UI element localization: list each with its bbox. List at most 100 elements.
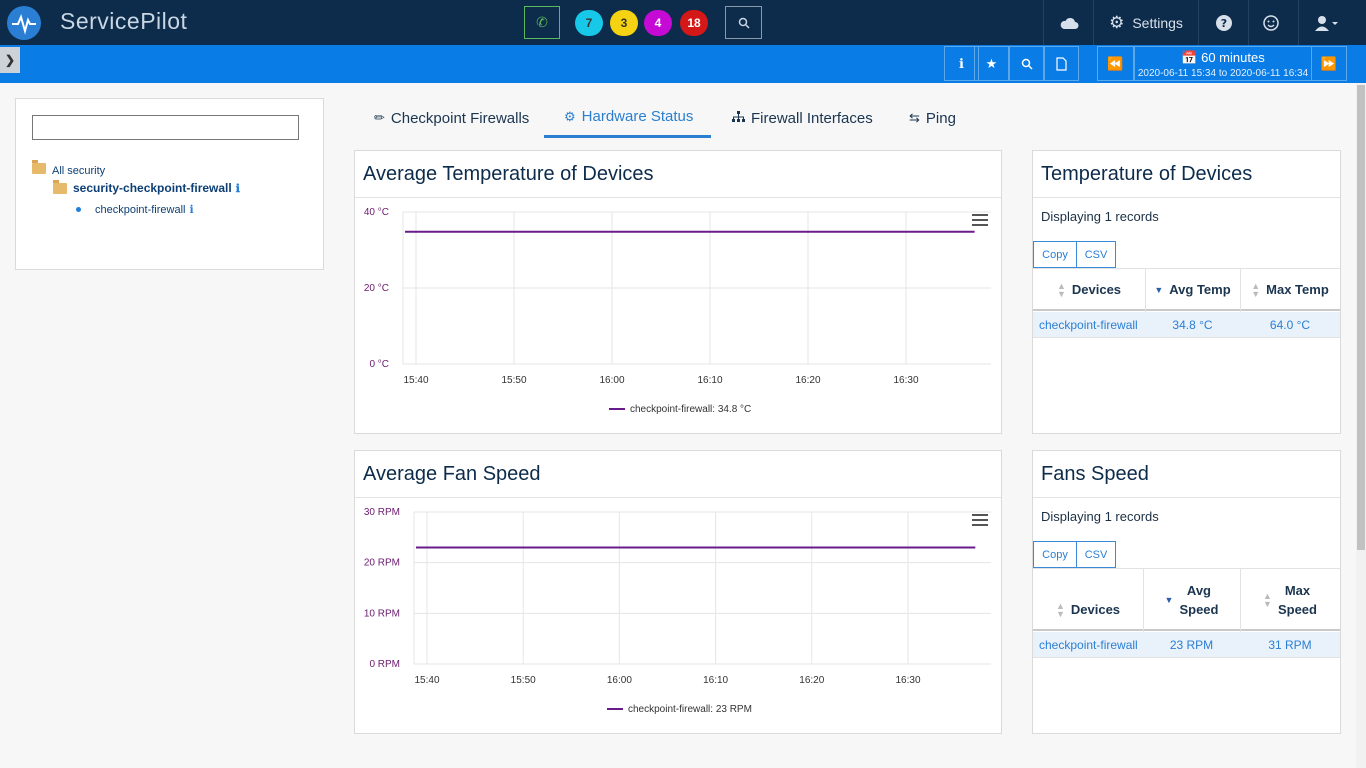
x-tick-label: 15:50 (511, 675, 536, 686)
time-forward-icon[interactable]: ⏩ (1311, 46, 1347, 81)
cell-device[interactable]: checkpoint-firewall (1039, 318, 1138, 332)
zoom-search-icon[interactable] (1009, 46, 1044, 81)
alert-badge-red[interactable]: 18 (680, 10, 708, 36)
y-tick-label: 10 RPM (364, 608, 400, 619)
table-header (1033, 568, 1340, 631)
time-back-icon[interactable]: ⏪ (1097, 46, 1134, 81)
divider (355, 197, 1001, 198)
tab-checkpoint-firewalls[interactable]: ✏ Checkpoint Firewalls (374, 98, 529, 138)
panel-title: Fans Speed (1041, 463, 1149, 485)
scrollbar-track[interactable] (1356, 83, 1366, 768)
records-count: Displaying 1 records (1041, 209, 1159, 224)
x-tick-label: 15:40 (414, 675, 439, 686)
col-divider (1143, 568, 1144, 658)
sort-icon: ▲ ▼ (1056, 280, 1066, 299)
column-header-max-temp[interactable]: ▲ ▼ Max Temp (1240, 268, 1340, 311)
scrollbar-thumb[interactable] (1357, 85, 1365, 550)
tab-label: Hardware Status (581, 108, 694, 125)
phone-icon[interactable]: ✆ (524, 6, 560, 39)
cloud-icon[interactable] (1043, 0, 1093, 45)
csv-button[interactable]: CSV (1076, 241, 1116, 268)
y-tick-label: 0 °C (369, 359, 389, 370)
alert-badge-cyan[interactable]: 7 (575, 10, 603, 36)
copy-button[interactable]: Copy (1033, 541, 1077, 568)
time-range-label: 60 minutes (1201, 50, 1265, 65)
panel-title: Temperature of Devices (1041, 163, 1253, 185)
alert-badge-yellow[interactable]: 3 (610, 10, 638, 36)
x-tick-label: 16:30 (895, 675, 920, 686)
toolbar (0, 45, 1366, 83)
chart-menu-icon[interactable] (972, 214, 988, 226)
column-header-avg-temp[interactable]: ▼ Avg Temp (1145, 268, 1240, 311)
tab-label: Firewall Interfaces (751, 109, 873, 127)
time-range-selector[interactable]: 📅 60 minutes 2020-06-11 15:34 to 2020-06… (1134, 46, 1312, 81)
col-divider (1240, 568, 1241, 658)
header-label: Max Speed (1278, 581, 1317, 619)
sort-icon: ▲ ▼ (1055, 600, 1065, 619)
x-tick-label: 16:10 (703, 675, 728, 686)
sort-icon: ▲ ▼ (1263, 590, 1272, 609)
star-icon[interactable]: ★ (974, 46, 1009, 81)
cell-max-temp: 64.0 °C (1269, 318, 1311, 332)
help-icon[interactable]: ? (1198, 0, 1248, 45)
flame-icon: ✏ (374, 110, 385, 125)
y-tick-label: 20 RPM (364, 558, 400, 569)
logo-icon[interactable] (7, 6, 41, 40)
header-label: Avg Speed (1179, 581, 1218, 619)
info-icon[interactable]: ℹ (235, 182, 240, 195)
tab-ping[interactable]: ⇆ Ping (909, 98, 956, 138)
chart-menu-icon[interactable] (972, 514, 988, 526)
csv-button[interactable]: CSV (1076, 541, 1116, 568)
header-label: Devices (1070, 602, 1121, 617)
smiley-icon[interactable] (1248, 0, 1293, 45)
table-row[interactable] (1033, 312, 1340, 338)
tab-hardware-status[interactable]: ⚙ Hardware Status (544, 98, 711, 138)
x-tick-label: 16:20 (799, 675, 824, 686)
folder-icon (32, 159, 46, 174)
alert-badge-magenta[interactable]: 4 (644, 10, 672, 36)
x-tick-label: 16:20 (795, 375, 820, 386)
copy-button[interactable]: Copy (1033, 241, 1077, 268)
tab-label: Ping (925, 109, 956, 127)
table-header (1033, 268, 1340, 311)
time-to: 2020-06-11 16:34 (1229, 68, 1309, 79)
cell-device[interactable]: checkpoint-firewall (1039, 638, 1138, 652)
report-file-icon[interactable] (1044, 46, 1079, 81)
legend-label: checkpoint-firewall: 34.8 °C (630, 404, 751, 415)
info-icon[interactable]: ℹ (944, 46, 979, 81)
sidebar-toggle-icon[interactable]: ❯ (0, 47, 20, 73)
header-line-2: Speed (1179, 601, 1219, 617)
tab-label: Checkpoint Firewalls (390, 109, 530, 127)
info-icon[interactable]: ℹ (189, 204, 194, 216)
tree-group-label: security-checkpoint-firewall (73, 181, 232, 195)
column-header-avg-speed[interactable]: ▼ Avg Speed (1143, 568, 1240, 631)
user-menu-icon[interactable] (1298, 0, 1354, 45)
settings-button[interactable]: ⚙ Settings (1093, 0, 1198, 45)
fans-table-panel: Fans Speed Displaying 1 records Copy CSV… (1032, 450, 1341, 734)
header-label: Avg Temp (1169, 282, 1231, 297)
table-row[interactable] (1033, 632, 1340, 658)
column-header-devices[interactable]: ▲ ▼ Devices (1033, 268, 1145, 311)
column-header-devices[interactable]: ▲ ▼ Devices (1033, 588, 1143, 631)
tree-item-group[interactable]: security-checkpoint-firewall ℹ (53, 179, 240, 195)
tree-item-device[interactable]: checkpoint-firewall ℹ (76, 203, 194, 216)
tab-firewall-interfaces[interactable]: Firewall Interfaces (732, 98, 873, 138)
tree-item-all-security[interactable]: All security (32, 159, 105, 177)
fan-chart-panel: Average Fan Speed 30 RPM 20 RPM 10 RPM 0 RP… (354, 450, 1002, 734)
app-name[interactable]: ServicePilot (60, 8, 188, 34)
legend-label: checkpoint-firewall: 23 RPM (628, 704, 752, 715)
y-tick-label: 30 RPM (364, 507, 400, 518)
time-to-word: to (1218, 68, 1228, 79)
y-tick-label: 20 °C (364, 283, 389, 294)
sort-desc-icon: ▼ (1154, 284, 1164, 295)
tree-panel: All security security-checkpoint-firewal… (15, 98, 324, 270)
column-header-max-speed[interactable]: ▲ ▼ Max Speed (1240, 568, 1340, 631)
cogs-icon: ⚙ (1109, 12, 1125, 32)
tree-device-label: checkpoint-firewall (95, 203, 186, 216)
panel-title: Average Temperature of Devices (363, 163, 654, 185)
header-line-1: Max (1284, 582, 1311, 598)
search-icon[interactable] (725, 6, 762, 39)
records-count: Displaying 1 records (1041, 509, 1159, 524)
tree-search-input[interactable] (32, 115, 299, 140)
cogs-icon: ⚙ (564, 108, 576, 124)
